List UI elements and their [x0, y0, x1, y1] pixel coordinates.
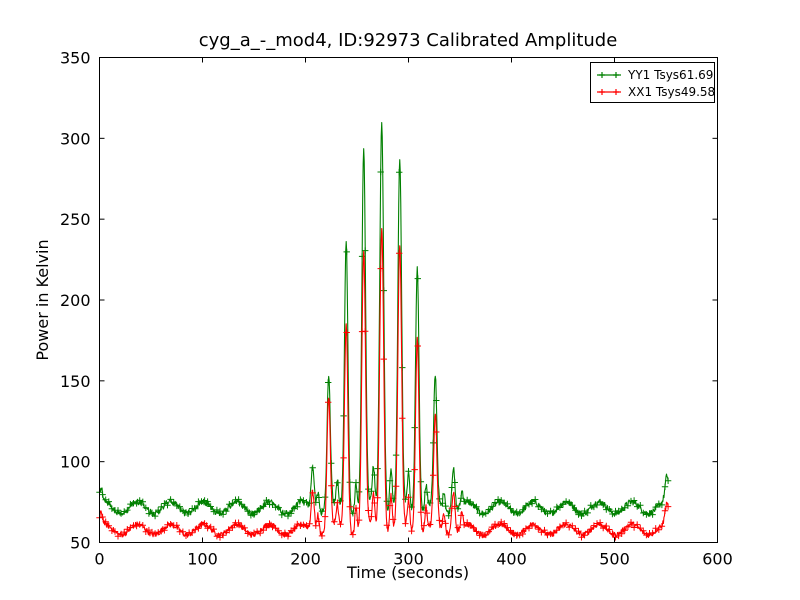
page-title: cyg_a_-_mod4, ID:92973 Calibrated Amplit… [199, 30, 618, 51]
y-axis-label: Power in Kelvin [33, 239, 52, 360]
y-tick-label: 150 [60, 372, 91, 391]
y-axis-ticks: 50 100 150 200 250 300 350 [60, 49, 718, 553]
legend-item-xx1[interactable]: XX1 Tsys49.58 [597, 85, 715, 99]
legend[interactable]: YY1 Tsys61.69 XX1 Tsys49.58 [590, 62, 716, 103]
x-tick-label: 200 [290, 550, 321, 569]
legend-frame [590, 62, 715, 103]
legend-plus-marker-icon [599, 89, 619, 95]
x-tick-label: 300 [393, 550, 424, 569]
legend-plus-marker-icon [599, 72, 619, 78]
x-axis-label: Time (seconds) [346, 563, 469, 582]
y-tick-label: 100 [60, 453, 91, 472]
y-tick-label: 200 [60, 291, 91, 310]
legend-item-yy1[interactable]: YY1 Tsys61.69 [597, 68, 713, 82]
y-tick-label: 50 [70, 534, 90, 553]
x-tick-label: 500 [599, 550, 630, 569]
x-tick-label: 100 [187, 550, 218, 569]
legend-label: XX1 Tsys49.58 [628, 85, 715, 99]
data-series-layer [96, 121, 672, 541]
y-tick-label: 250 [60, 210, 91, 229]
legend-label: YY1 Tsys61.69 [627, 68, 713, 82]
y-tick-label: 300 [60, 129, 91, 148]
x-tick-label: 400 [496, 550, 527, 569]
x-tick-label: 600 [702, 550, 733, 569]
y-tick-label: 350 [60, 49, 91, 68]
x-tick-label: 0 [94, 550, 104, 569]
x-axis-ticks: 0 100 200 300 400 500 600 [94, 57, 733, 569]
